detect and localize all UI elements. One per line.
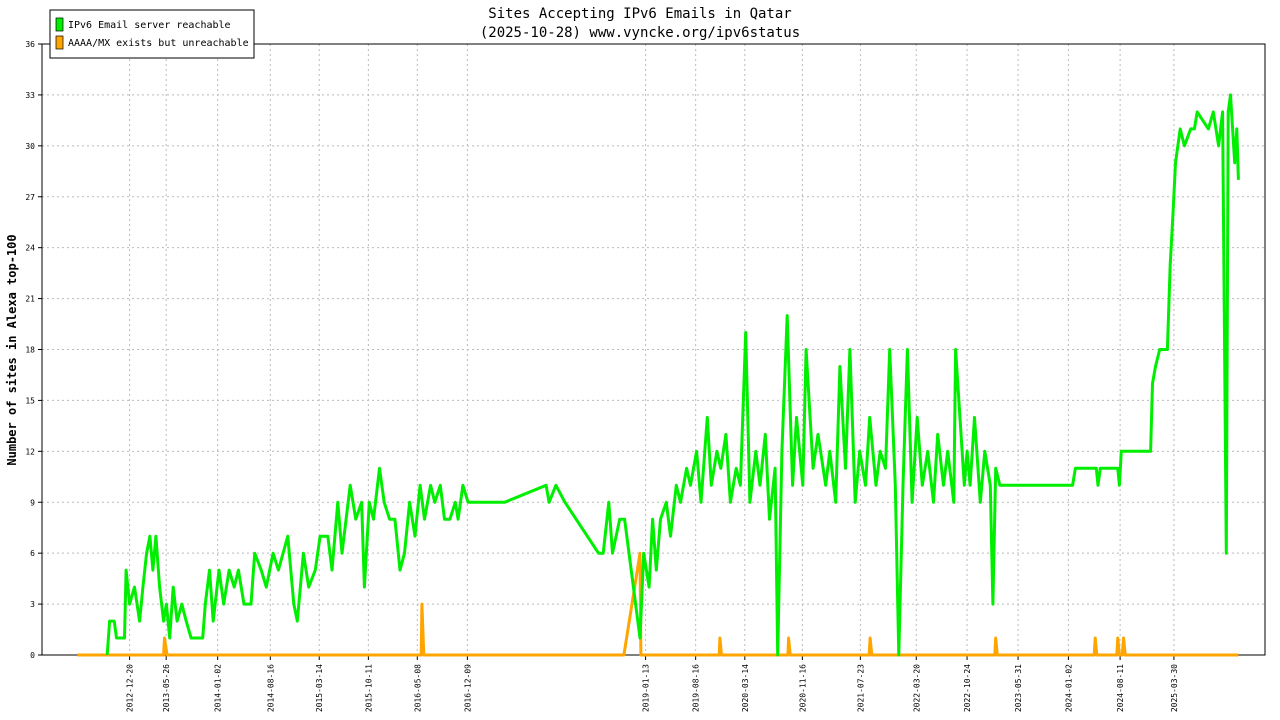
- y-tick-label: 27: [25, 193, 35, 202]
- y-tick-label: 0: [30, 651, 35, 660]
- y-tick-label: 6: [30, 549, 35, 558]
- y-axis-label: Number of sites in Alexa top-100: [5, 234, 19, 465]
- y-tick-label: 9: [30, 498, 35, 507]
- y-tick-label: 33: [25, 91, 35, 100]
- legend: IPv6 Email server reachable AAAA/MX exist…: [49, 9, 255, 59]
- x-tick-label: 2019-01-13: [642, 664, 651, 712]
- x-tick-label: 2022-10-24: [963, 664, 972, 712]
- y-tick-label: 30: [25, 142, 35, 151]
- y-tick-label: 24: [25, 244, 35, 253]
- x-tick-label: 2025-03-30: [1170, 664, 1179, 712]
- y-tick-label: 21: [25, 295, 35, 304]
- y-tick-label: 12: [25, 447, 35, 456]
- legend-label: AAAA/MX exists but unreachable: [68, 38, 249, 49]
- x-tick-label: 2015-10-11: [364, 664, 373, 712]
- x-tick-label: 2020-03-14: [741, 664, 750, 712]
- y-tick-label: 3: [30, 600, 35, 609]
- x-tick-label: 2021-07-23: [856, 664, 865, 712]
- x-tick-label: 2020-11-16: [798, 664, 807, 712]
- x-tick-label: 2013-05-26: [162, 664, 171, 712]
- legend-label: IPv6 Email server reachable: [68, 20, 231, 31]
- y-tick-label: 36: [25, 40, 35, 49]
- x-tick-label: 2014-01-02: [214, 664, 223, 712]
- x-tick-label: 2016-12-09: [463, 664, 472, 712]
- legend-swatch: [55, 35, 64, 50]
- x-tick-label: 2023-05-31: [1014, 664, 1023, 712]
- x-tick-label: 2024-01-02: [1064, 664, 1073, 712]
- legend-box: [49, 9, 255, 59]
- x-tick-label: 2022-03-20: [912, 664, 921, 712]
- series-line: [105, 93, 1240, 657]
- x-tick-label: 2015-03-14: [315, 664, 324, 712]
- x-tick-label: 2019-08-16: [692, 664, 701, 712]
- x-tick-label: 2016-05-08: [413, 664, 422, 712]
- x-tick-label: 2012-12-20: [126, 664, 135, 712]
- y-tick-label: 18: [25, 346, 35, 355]
- legend-swatch: [55, 17, 64, 32]
- chart-subtitle: (2025-10-28) www.vyncke.org/ipv6status: [480, 25, 800, 41]
- y-tick-label: 15: [25, 396, 35, 405]
- series-line: [77, 551, 1239, 657]
- x-tick-label: 2024-08-11: [1116, 664, 1125, 712]
- x-tick-label: 2014-08-16: [266, 664, 275, 712]
- chart-title: Sites Accepting IPv6 Emails in Qatar: [488, 6, 791, 22]
